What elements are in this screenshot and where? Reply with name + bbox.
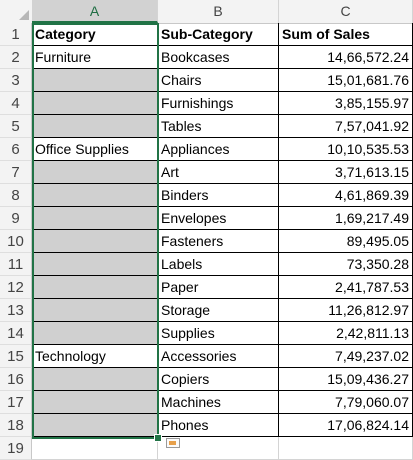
row-header-11[interactable]: 11 <box>0 253 32 276</box>
header-subcategory-cell[interactable]: Sub-Category <box>158 23 279 46</box>
empty-cell-row-19[interactable] <box>32 437 158 460</box>
subcategory-cell[interactable]: Binders <box>158 184 279 207</box>
subcategory-cell[interactable]: Envelopes <box>158 207 279 230</box>
subcategory-cell[interactable]: Copiers <box>158 368 279 391</box>
sales-cell[interactable]: 7,57,041.92 <box>279 115 413 138</box>
subcategory-cell[interactable]: Phones <box>158 414 279 437</box>
category-cell[interactable] <box>32 276 158 299</box>
fill-handle[interactable] <box>154 434 162 442</box>
sales-cell[interactable]: 15,01,681.76 <box>279 69 413 92</box>
category-cell[interactable]: Office Supplies <box>32 138 158 161</box>
sales-cell[interactable]: 7,79,060.07 <box>279 391 413 414</box>
row-header-5[interactable]: 5 <box>0 115 32 138</box>
column-header-c[interactable]: C <box>279 0 413 23</box>
subcategory-cell[interactable]: Storage <box>158 299 279 322</box>
category-cell[interactable] <box>32 230 158 253</box>
category-cell[interactable] <box>32 322 158 345</box>
sales-cell[interactable]: 3,85,155.97 <box>279 92 413 115</box>
sales-cell[interactable]: 73,350.28 <box>279 253 413 276</box>
subcategory-cell[interactable]: Labels <box>158 253 279 276</box>
row-header-9[interactable]: 9 <box>0 207 32 230</box>
row-header-3[interactable]: 3 <box>0 69 32 92</box>
subcategory-cell[interactable]: Machines <box>158 391 279 414</box>
row-header-16[interactable]: 16 <box>0 368 32 391</box>
select-all-triangle-icon <box>19 10 29 20</box>
sales-cell[interactable]: 89,495.05 <box>279 230 413 253</box>
sales-cell[interactable]: 2,41,787.53 <box>279 276 413 299</box>
category-cell[interactable] <box>32 368 158 391</box>
category-cell[interactable] <box>32 391 158 414</box>
header-category-cell[interactable]: Category <box>32 23 158 46</box>
subcategory-cell[interactable]: Supplies <box>158 322 279 345</box>
sales-cell[interactable]: 3,71,613.15 <box>279 161 413 184</box>
column-header-b[interactable]: B <box>158 0 279 23</box>
subcategory-cell[interactable]: Art <box>158 161 279 184</box>
sales-cell[interactable]: 10,10,535.53 <box>279 138 413 161</box>
category-cell[interactable] <box>32 414 158 437</box>
row-header-18[interactable]: 18 <box>0 414 32 437</box>
category-cell[interactable] <box>32 184 158 207</box>
subcategory-cell[interactable]: Chairs <box>158 69 279 92</box>
sales-cell[interactable]: 2,42,811.13 <box>279 322 413 345</box>
sales-cell[interactable]: 7,49,237.02 <box>279 345 413 368</box>
subcategory-cell[interactable]: Paper <box>158 276 279 299</box>
row-header-17[interactable]: 17 <box>0 391 32 414</box>
column-header-a[interactable]: A <box>32 0 158 23</box>
subcategory-cell[interactable]: Tables <box>158 115 279 138</box>
row-header-12[interactable]: 12 <box>0 276 32 299</box>
row-header-2[interactable]: 2 <box>0 46 32 69</box>
category-cell[interactable] <box>32 253 158 276</box>
header-sales-cell[interactable]: Sum of Sales <box>279 23 413 46</box>
row-header-10[interactable]: 10 <box>0 230 32 253</box>
row-header-19[interactable]: 19 <box>0 437 32 460</box>
row-header-1[interactable]: 1 <box>0 23 32 46</box>
category-cell[interactable] <box>32 92 158 115</box>
subcategory-cell[interactable]: Accessories <box>158 345 279 368</box>
sales-cell[interactable]: 1,69,217.49 <box>279 207 413 230</box>
subcategory-cell[interactable]: Bookcases <box>158 46 279 69</box>
category-cell[interactable] <box>32 161 158 184</box>
sales-cell[interactable]: 4,61,869.39 <box>279 184 413 207</box>
category-cell[interactable] <box>32 115 158 138</box>
select-all-corner[interactable] <box>0 0 33 23</box>
subcategory-cell[interactable]: Furnishings <box>158 92 279 115</box>
row-header-6[interactable]: 6 <box>0 138 32 161</box>
category-cell[interactable] <box>32 207 158 230</box>
subcategory-cell[interactable]: Appliances <box>158 138 279 161</box>
row-header-8[interactable]: 8 <box>0 184 32 207</box>
sales-cell[interactable]: 14,66,572.24 <box>279 46 413 69</box>
empty-cell-row-19[interactable] <box>279 437 413 460</box>
sales-cell[interactable]: 15,09,436.27 <box>279 368 413 391</box>
sales-cell[interactable]: 11,26,812.97 <box>279 299 413 322</box>
row-header-13[interactable]: 13 <box>0 299 32 322</box>
subcategory-cell[interactable]: Fasteners <box>158 230 279 253</box>
row-header-15[interactable]: 15 <box>0 345 32 368</box>
row-header-7[interactable]: 7 <box>0 161 32 184</box>
category-cell[interactable] <box>32 69 158 92</box>
category-cell[interactable]: Furniture <box>32 46 158 69</box>
row-header-14[interactable]: 14 <box>0 322 32 345</box>
sales-cell[interactable]: 17,06,824.14 <box>279 414 413 437</box>
category-cell[interactable]: Technology <box>32 345 158 368</box>
row-header-4[interactable]: 4 <box>0 92 32 115</box>
category-cell[interactable] <box>32 299 158 322</box>
